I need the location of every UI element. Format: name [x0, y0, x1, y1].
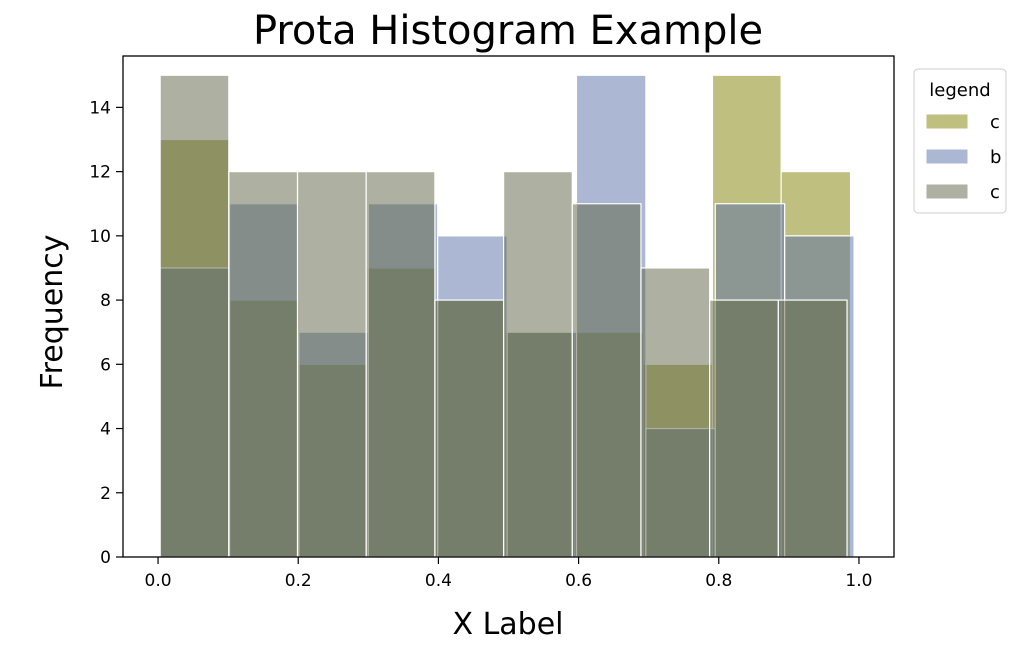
- histogram-bar: [296, 171, 367, 558]
- x-tick-label: 0.8: [705, 571, 732, 591]
- legend-title: legend: [929, 80, 990, 101]
- y-tick-label: 14: [89, 98, 111, 118]
- histogram-bar: [434, 299, 505, 558]
- histogram-bar: [571, 203, 642, 558]
- histogram-bar: [777, 299, 848, 558]
- histogram-bar: [365, 171, 436, 558]
- legend-swatch: [925, 148, 969, 165]
- plot-frame: [122, 55, 895, 558]
- y-tick-label: 4: [100, 420, 111, 440]
- x-tick-label: 0.2: [285, 571, 312, 591]
- x-axis-label: X Label: [452, 607, 563, 642]
- histogram-bar: [640, 267, 711, 558]
- legend-label: b: [990, 147, 1001, 168]
- legend-items: cbc: [925, 112, 1001, 203]
- y-axis-label: Frequency: [35, 235, 70, 390]
- x-tick-label: 0.0: [145, 571, 172, 591]
- bars-layer: [158, 74, 855, 558]
- legend-swatch: [925, 183, 969, 200]
- legend-label: c: [990, 182, 1000, 203]
- legend-label: c: [990, 112, 1000, 133]
- y-tick-label: 12: [89, 163, 111, 183]
- x-axis-ticks: 0.0 0.2 0.4 0.6 0.8 1.0: [145, 557, 872, 591]
- y-tick-label: 0: [100, 548, 111, 568]
- y-axis-ticks: 0 2 4 6 8 10 12 14: [89, 98, 123, 568]
- histogram-bar: [228, 171, 299, 558]
- x-tick-label: 0.6: [565, 571, 592, 591]
- histogram-bar: [709, 299, 779, 558]
- histogram-bar: [159, 74, 230, 558]
- x-tick-label: 1.0: [845, 571, 872, 591]
- legend-frame: [913, 68, 1007, 214]
- y-tick-label: 2: [100, 484, 111, 504]
- histogram-bar: [502, 171, 573, 558]
- legend: legend cbc: [913, 68, 1007, 214]
- legend-swatch: [925, 113, 969, 130]
- chart-title: Prota Histogram Example: [253, 8, 763, 54]
- x-tick-label: 0.4: [425, 571, 452, 591]
- y-tick-label: 10: [89, 227, 111, 247]
- series-3-bars: [159, 74, 848, 558]
- y-tick-label: 6: [100, 355, 111, 375]
- y-tick-label: 8: [100, 291, 111, 311]
